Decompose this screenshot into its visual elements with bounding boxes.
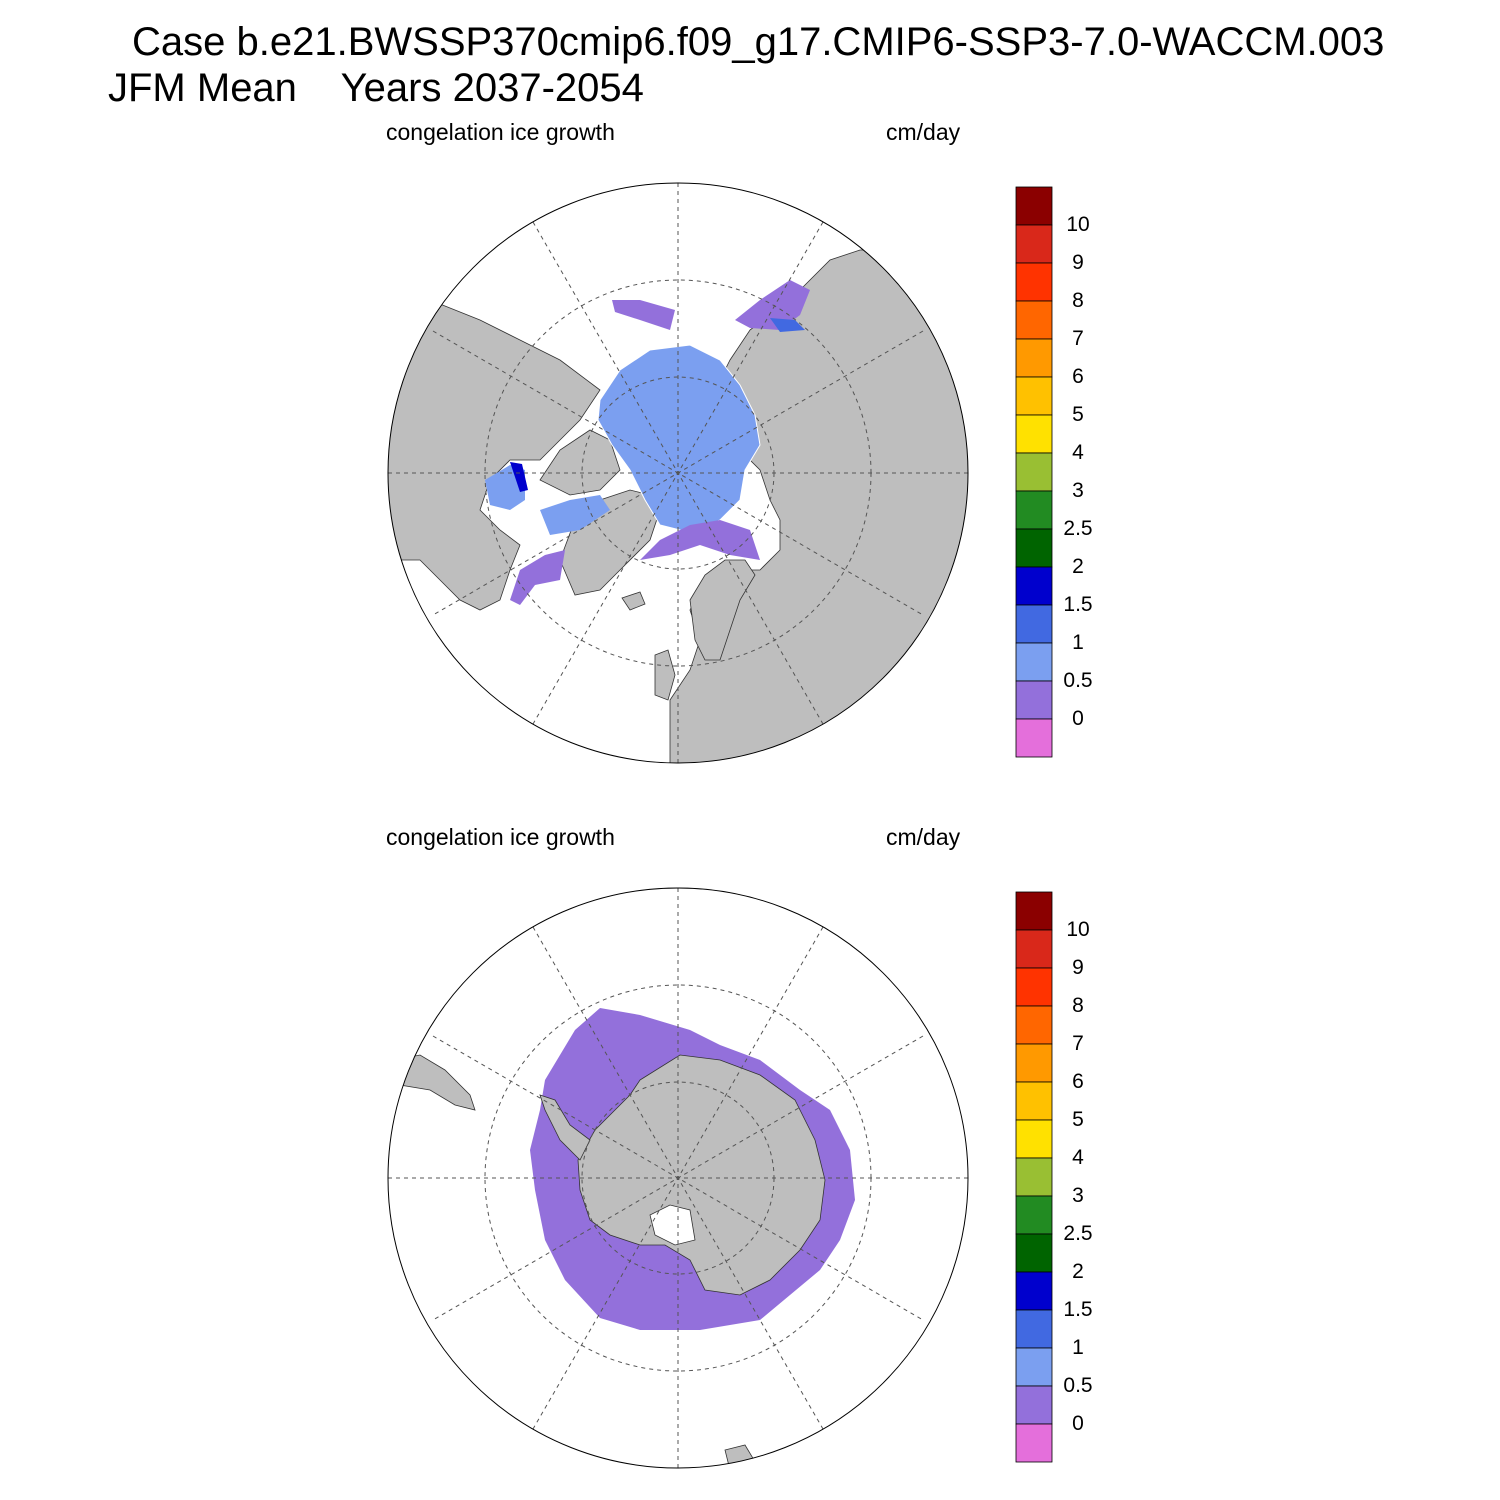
panel-north-variable: congelation ice growth [386,119,615,145]
colorbar-tick-label: 2 [1072,1260,1084,1283]
colorbar-tick-label: 3 [1072,1184,1084,1207]
colorbar-tick-label: 1.5 [1063,593,1093,616]
figure-subtitle: JFM Mean Years 2037-2054 [108,66,644,110]
north-ice-barents-sea [640,520,760,560]
panel-north-units: cm/day [886,119,961,145]
colorbar-tick-label: 2 [1072,555,1084,578]
colorbar-tick-label: 10 [1066,918,1090,941]
north-ice-arctic-ocean [597,344,761,531]
north-ice-bering-sea [612,300,675,330]
colorbar-tick-label: 5 [1072,1108,1084,1131]
colorbar-tick-label: 1 [1072,631,1084,654]
colorbar-tick-label: 1.5 [1063,1298,1093,1321]
north-land-scandinavia [689,559,756,661]
panel-south-units: cm/day [886,824,961,850]
colorbar-tick-label: 4 [1072,1146,1084,1169]
colorbar-tick-label: 2.5 [1063,517,1093,540]
colorbar-tick-label: 1 [1072,1336,1084,1359]
colorbar-tick-label: 10 [1066,213,1090,236]
colorbar-tick-label: 5 [1072,403,1084,426]
colorbar-tick-label: 4 [1072,441,1084,464]
colorbar-tick-label: 0 [1072,707,1084,730]
north-land-north-america [388,299,601,611]
north-ice-okhotsk-edge [770,318,805,332]
colorbar-tick-label: 0.5 [1063,669,1093,692]
colorbar-tick-label: 7 [1072,1032,1084,1055]
colorbar-tick-label: 9 [1072,956,1084,979]
colorbar-tick-label: 9 [1072,251,1084,274]
north-land-british-isles [654,649,676,701]
colorbar-tick-label: 0.5 [1063,1374,1093,1397]
colorbar-tick-label: 8 [1072,289,1084,312]
north-ice-hudson-edge [510,462,528,492]
colorbar-tick-label: 6 [1072,365,1084,388]
north-ice-labrador-sea [510,550,565,605]
north-ice-baffin-bay [540,495,610,535]
colorbar-tick-label: 0 [1072,1412,1084,1435]
colorbar-tick-label: 6 [1072,1070,1084,1093]
colorbar-tick-label: 8 [1072,994,1084,1017]
north-land-iceland [621,591,646,611]
colorbar-tick-label: 7 [1072,327,1084,350]
north-land-archipelago [539,429,621,496]
colorbar-tick-label: 3 [1072,479,1084,502]
figure-title: Case b.e21.BWSSP370cmip6.f09_g17.CMIP6-S… [132,20,1385,64]
panel-south-variable: congelation ice growth [386,824,615,850]
colorbar-tick-label: 2.5 [1063,1222,1093,1245]
